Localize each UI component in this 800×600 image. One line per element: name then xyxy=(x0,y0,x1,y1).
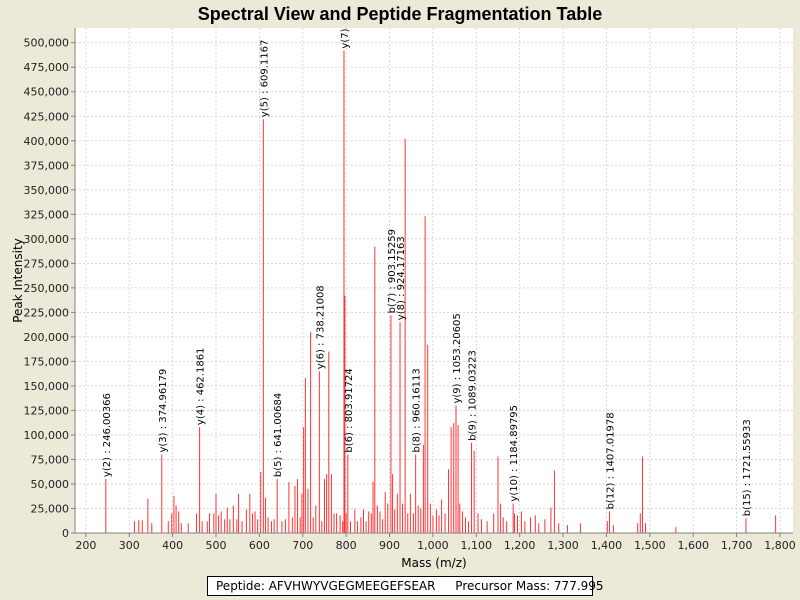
y-tick-label: 475,000 xyxy=(24,61,70,74)
peak-annotation-label: y(3) : 374.96179 xyxy=(158,369,169,453)
y-tick-label: 375,000 xyxy=(24,159,70,172)
peak-annotation-label: b(7) : 903.15259 xyxy=(387,229,398,313)
peak-annotation-label: b(15) : 1721.55933 xyxy=(742,419,753,516)
y-tick-label: 250,000 xyxy=(24,282,70,295)
plot-area xyxy=(75,28,793,533)
x-tick-label: 1,600 xyxy=(677,539,709,552)
peak-annotation-label: b(9) : 1089.03223 xyxy=(468,350,479,441)
y-tick-label: 125,000 xyxy=(24,404,70,417)
peak-annotation-label: y(5) : 609.1167 xyxy=(259,40,270,118)
y-tick-label: 300,000 xyxy=(24,233,70,246)
y-axis-label: Peak Intensity xyxy=(11,238,25,323)
peak-annotations: y(2) : 246.00366 y(3) : 374.96179 y(4) : 4… xyxy=(102,28,753,516)
chart-title: Spectral View and Peptide Fragmentation … xyxy=(197,4,603,24)
peak-annotation-label: y(7) xyxy=(340,28,351,48)
peak-annotation-label: b(12) : 1407.01978 xyxy=(605,412,616,509)
y-tick-label: 0 xyxy=(62,527,69,540)
y-tick-label: 25,000 xyxy=(31,502,70,515)
peak-annotation-label: y(2) : 246.00366 xyxy=(102,393,113,477)
y-tick-label: 50,000 xyxy=(31,478,70,491)
x-tick-label: 1,800 xyxy=(764,539,796,552)
peaks xyxy=(105,50,777,533)
y-tick-label: 225,000 xyxy=(24,306,70,319)
peak-annotation-label: y(4) : 462.1861 xyxy=(196,348,207,426)
x-tick-label: 1,200 xyxy=(504,539,536,552)
peptide-sequence: Peptide: AFVHWYVGEGMEEGEFSEAR xyxy=(216,579,436,593)
y-tick-label: 450,000 xyxy=(24,86,70,99)
x-tick-label: 300 xyxy=(119,539,140,552)
axes: 0 25,000 50,000 75,000 100,000 125,000 150,000… xyxy=(24,28,796,552)
x-tick-label: 500 xyxy=(205,539,226,552)
peak-annotation-label: b(8) : 960.16113 xyxy=(412,368,423,452)
x-tick-label: 1,400 xyxy=(591,539,623,552)
peak-annotation-label: b(5) : 641.00684 xyxy=(273,393,284,477)
peak-annotation-label: y(10) : 1184.89795 xyxy=(509,405,520,502)
x-tick-label: 1,500 xyxy=(634,539,666,552)
y-tick-label: 100,000 xyxy=(24,429,70,442)
y-tick-label: 175,000 xyxy=(24,355,70,368)
peak-annotation-label: b(6) : 803.91724 xyxy=(344,368,355,452)
x-tick-label: 800 xyxy=(336,539,357,552)
x-tick-label: 900 xyxy=(379,539,400,552)
y-tick-label: 275,000 xyxy=(24,257,70,270)
x-axis-label: Mass (m/z) xyxy=(401,556,466,570)
peak-annotation-label: y(6) : 738.21008 xyxy=(315,285,326,369)
x-tick-label: 400 xyxy=(162,539,183,552)
x-tick-label: 1,700 xyxy=(721,539,753,552)
y-tick-label: 425,000 xyxy=(24,110,70,123)
grid-lines xyxy=(75,28,793,534)
y-tick-label: 325,000 xyxy=(24,208,70,221)
y-tick-label: 350,000 xyxy=(24,184,70,197)
y-tick-label: 75,000 xyxy=(31,453,70,466)
peak-annotation-label: y(9) : 1053.20605 xyxy=(452,313,463,403)
x-tick-label: 1,000 xyxy=(417,539,449,552)
x-tick-label: 700 xyxy=(292,539,313,552)
y-tick-label: 400,000 xyxy=(24,135,70,148)
y-tick-label: 500,000 xyxy=(24,37,70,50)
x-tick-label: 1,300 xyxy=(547,539,579,552)
y-tick-label: 150,000 xyxy=(24,380,70,393)
y-tick-label: 200,000 xyxy=(24,331,70,344)
precursor-mass: Precursor Mass: 777.995 xyxy=(455,579,604,593)
peptide-info-box: Peptide: AFVHWYVGEGMEEGEFSEAR Precursor … xyxy=(207,576,604,596)
x-tick-label: 1,100 xyxy=(461,539,493,552)
x-tick-label: 600 xyxy=(249,539,270,552)
x-tick-label: 200 xyxy=(75,539,96,552)
peak-annotation-label: y(8) : 924.17163 xyxy=(396,236,407,320)
